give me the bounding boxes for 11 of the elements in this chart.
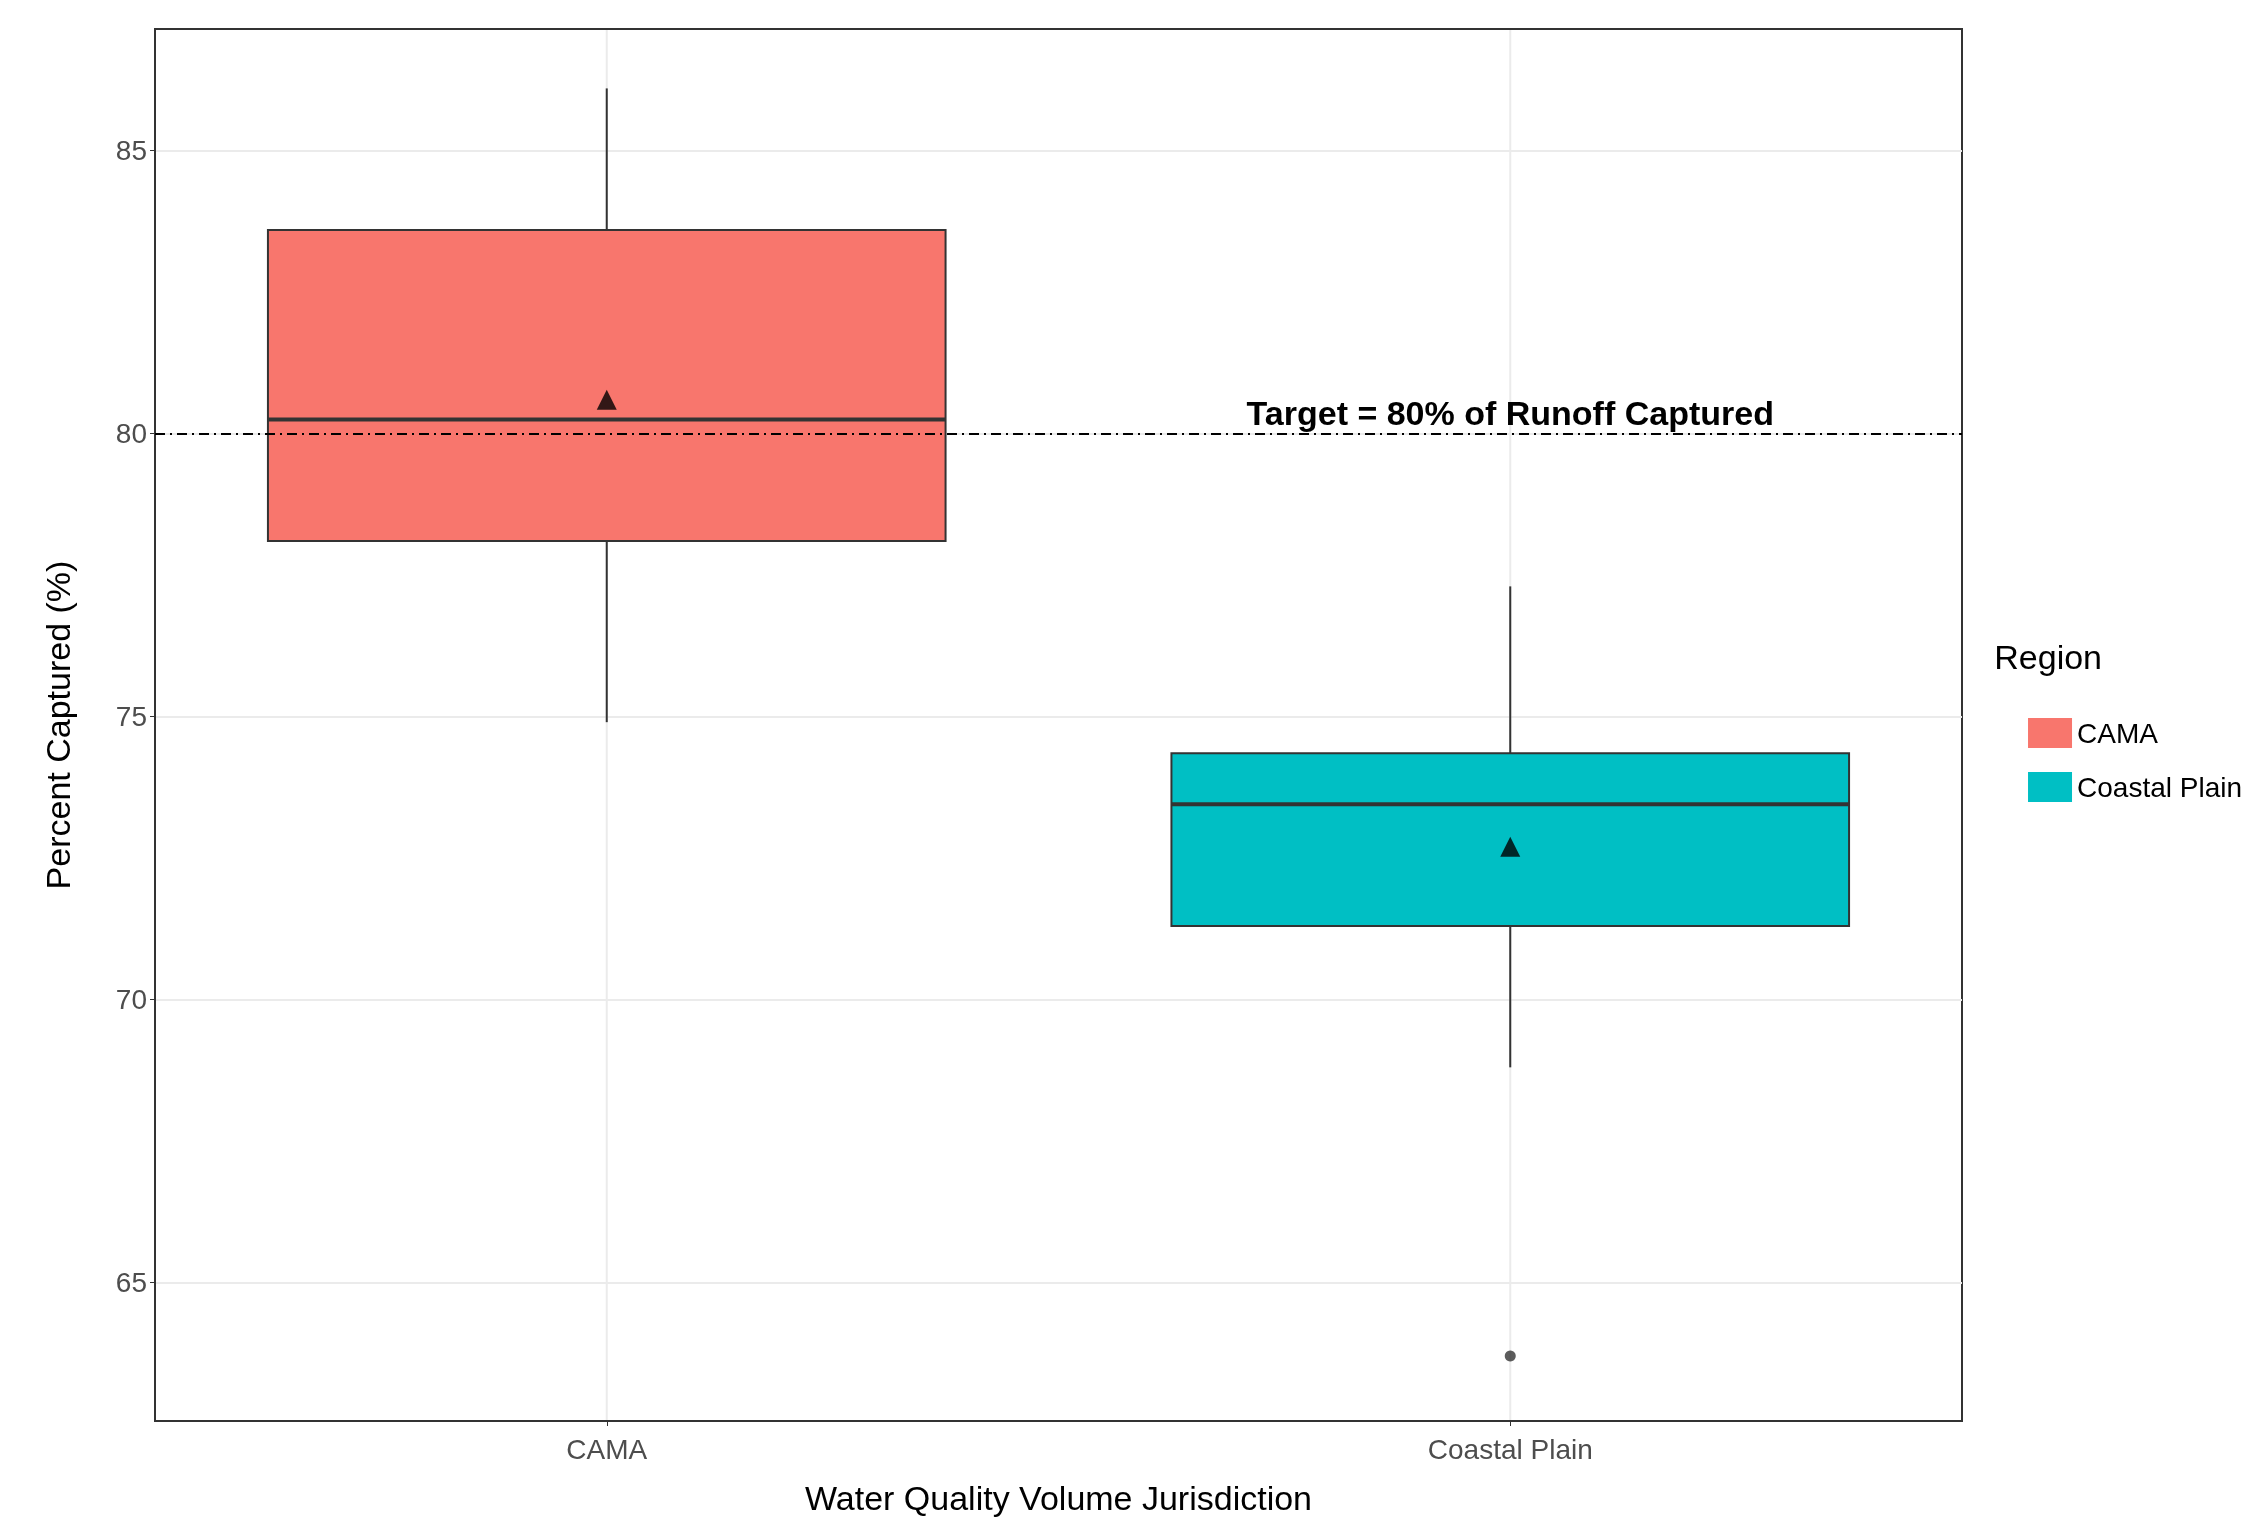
- y-tick-label: 80: [115, 418, 147, 450]
- y-tick-label: 70: [115, 983, 147, 1015]
- legend-label: CAMA: [2077, 717, 2159, 749]
- y-tick-label: 65: [115, 1266, 147, 1298]
- legend-title: Region: [1994, 638, 2103, 676]
- y-tick-label: 85: [115, 135, 147, 167]
- legend-label: Coastal Plain: [2077, 771, 2243, 803]
- y-axis-title: Percent Captured (%): [39, 560, 77, 890]
- x-axis-title: Water Quality Volume Jurisdiction: [804, 1479, 1313, 1517]
- ref-line-label: Target = 80% of Runoff Captured: [1246, 393, 1774, 432]
- y-tick-label: 75: [115, 701, 147, 733]
